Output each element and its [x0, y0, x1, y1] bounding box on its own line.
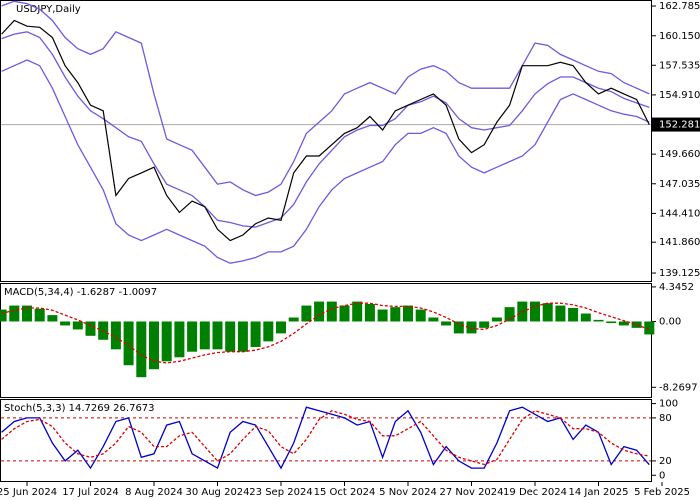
macd-bar — [415, 309, 426, 322]
y-tick-label: 162.785 — [659, 1, 700, 12]
price-frame — [0, 0, 652, 282]
last-price-box — [652, 117, 700, 132]
upper-line — [1, 0, 650, 197]
macd-bar — [199, 321, 210, 350]
x-tick-label: 30 Aug 2024 — [185, 487, 249, 498]
macd-frame — [0, 283, 652, 398]
panel-title: USDJPY,Daily — [16, 4, 81, 15]
macd-bar — [161, 321, 172, 362]
y-tick-label: 144.410 — [659, 208, 700, 219]
y-tick-label: 0 — [659, 470, 665, 481]
macd-bar — [580, 313, 591, 322]
y-tick-label: 100 — [659, 399, 678, 410]
y-tick-label: 157.535 — [659, 60, 700, 71]
macd-bar — [237, 321, 248, 352]
macd-bar — [479, 321, 490, 328]
macd-bar — [568, 307, 579, 322]
macd-bar — [403, 305, 413, 322]
macd-bar — [72, 321, 83, 330]
macd-bar — [618, 321, 629, 326]
macd-bar — [364, 303, 375, 322]
x-tick-label: 19 Dec 2024 — [503, 487, 567, 498]
macd-bar — [441, 321, 452, 326]
x-tick-label: 27 Nov 2024 — [439, 487, 503, 498]
macd-bar — [606, 321, 617, 324]
y-tick-label: 0.00 — [659, 316, 681, 327]
macd-bar — [47, 315, 58, 322]
last-price-label: 152.281 — [659, 120, 700, 131]
macd-bar — [174, 321, 185, 358]
macd-bar — [428, 317, 439, 322]
x-tick-label: 17 Jul 2024 — [62, 487, 119, 498]
y-tick-label: 80 — [659, 413, 672, 424]
macd-bar — [555, 305, 566, 322]
macd-bar — [466, 321, 477, 334]
macd-bar — [0, 309, 7, 322]
macd-bar — [187, 321, 198, 352]
y-tick-label: 154.910 — [659, 90, 700, 101]
macd-bar — [110, 321, 121, 350]
macd-bar — [34, 308, 45, 322]
macd-bar — [301, 305, 312, 322]
stoch-frame — [0, 399, 652, 482]
x-tick-label: 5 Feb 2025 — [634, 487, 690, 498]
macd-bar — [136, 321, 147, 378]
y-tick-label: 139.125 — [659, 268, 700, 279]
macd-bar — [263, 321, 274, 342]
macd-bar — [22, 305, 32, 322]
macd-bar — [225, 321, 236, 352]
macd-bar — [212, 321, 223, 350]
x-tick-label: 15 Oct 2024 — [314, 487, 376, 498]
macd-bar — [491, 317, 502, 322]
panel-title: Stoch(5,3,3) 14.7269 26.7673 — [4, 403, 155, 414]
lower-line — [1, 59, 650, 264]
y-tick-label: -8.2697 — [659, 382, 698, 393]
macd-bar — [352, 301, 363, 322]
x-tick-label: 25 Jun 2024 — [0, 487, 57, 498]
macd-bar — [631, 321, 642, 328]
macd-bar — [123, 321, 134, 366]
x-tick-label: 23 Sep 2024 — [249, 487, 312, 498]
middle-line — [1, 31, 650, 228]
macd-bar — [453, 321, 464, 334]
macd-bar — [85, 321, 96, 336]
x-tick-label: 5 Nov 2024 — [379, 487, 437, 498]
macd-bar — [530, 301, 540, 322]
y-tick-label: 4.3452 — [659, 282, 694, 293]
x-tick-label: 8 Aug 2024 — [125, 487, 183, 498]
close-line — [1, 19, 650, 242]
macd-bar — [593, 319, 604, 322]
macd-bar — [504, 307, 515, 322]
y-tick-label: 141.860 — [659, 237, 700, 248]
macd-bar — [377, 309, 388, 322]
macd-bar — [288, 317, 299, 322]
signal-line — [1, 302, 650, 364]
y-tick-label: 160.150 — [659, 31, 700, 42]
y-tick-label: 149.660 — [659, 149, 700, 160]
macd-bar — [60, 321, 71, 326]
macd-bar — [326, 301, 337, 322]
macd-bar — [644, 321, 655, 335]
main-line — [1, 406, 650, 470]
macd-bar — [149, 321, 159, 370]
macd-bar — [314, 301, 325, 322]
panel-title: MACD(5,34,4) -1.6287 -1.0097 — [4, 287, 157, 298]
macd-bar — [339, 305, 350, 322]
macd-bar — [9, 305, 20, 322]
macd-bar — [542, 303, 553, 322]
y-tick-label: 20 — [659, 456, 672, 467]
macd-bar — [250, 321, 261, 347]
y-tick-label: 147.035 — [659, 179, 700, 190]
macd-bar — [390, 307, 401, 322]
macd-bar — [276, 321, 286, 334]
x-tick-label: 14 Jan 2025 — [569, 487, 629, 498]
signal-line — [1, 410, 650, 466]
